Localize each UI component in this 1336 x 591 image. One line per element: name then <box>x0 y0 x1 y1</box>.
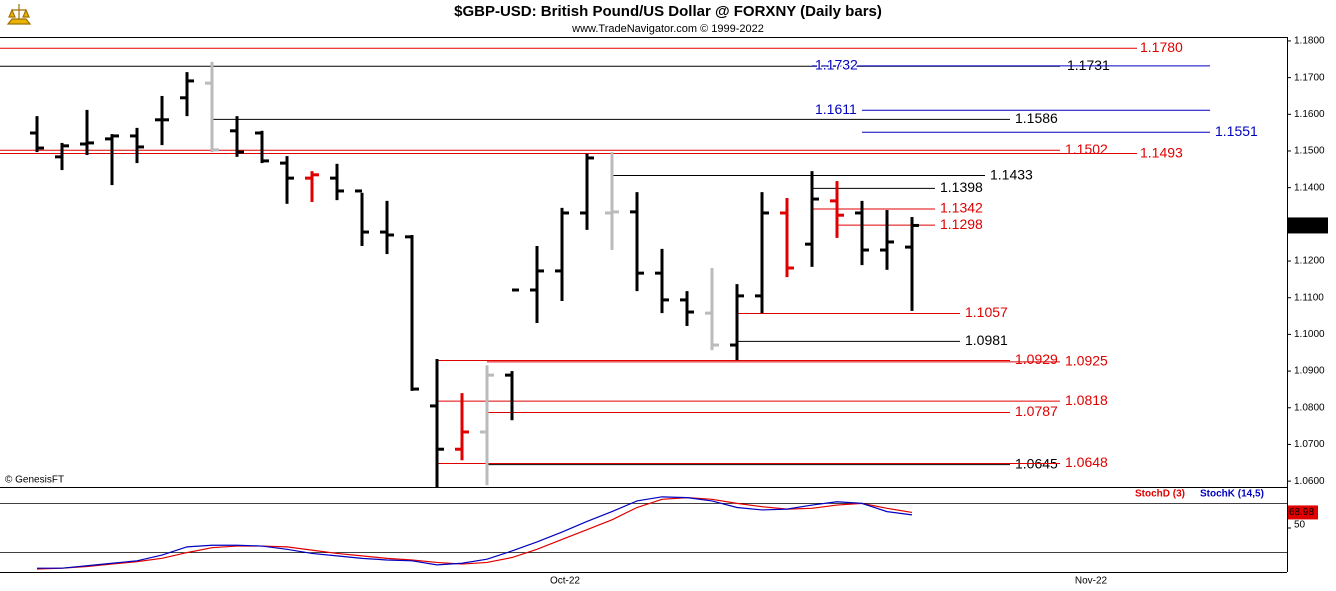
chart-title: $GBP-USD: British Pound/US Dollar @ FORX… <box>454 3 882 20</box>
legend-entry: StochK (14,5) <box>1200 489 1264 500</box>
level-label: 1.1732 <box>815 57 858 73</box>
level-label: 1.1502 <box>1065 141 1108 157</box>
level-label: 1.0925 <box>1065 353 1108 369</box>
y-tick-label: 1.1000 <box>1294 329 1325 340</box>
level-label: 1.1298 <box>940 216 983 232</box>
annotation: © GenesisFT <box>5 475 64 486</box>
level-label: 1.1398 <box>940 179 983 195</box>
y-tick-label: 1.1500 <box>1294 146 1325 157</box>
level-label: 1.1731 <box>1067 57 1110 73</box>
y-tick-label: 1.0800 <box>1294 402 1325 413</box>
last-price-box <box>1288 217 1328 234</box>
level-label: 1.1433 <box>990 166 1033 182</box>
level-label: 1.1493 <box>1140 144 1183 160</box>
y-tick-label: 50 <box>1294 520 1306 531</box>
legend-entry: StochD (3) <box>1135 489 1185 500</box>
y-tick-label: 1.1600 <box>1294 109 1325 120</box>
stoch-line <box>36 497 913 570</box>
last-value-label: 68.98 <box>1289 507 1314 518</box>
level-label: 1.0648 <box>1065 454 1108 470</box>
level-label: 1.1057 <box>965 304 1008 320</box>
y-tick-label: 1.1800 <box>1294 36 1325 47</box>
y-tick-label: 1.0600 <box>1294 476 1325 487</box>
x-tick-label: Oct-22 <box>550 576 580 587</box>
level-label: 1.1780 <box>1140 39 1183 55</box>
level-label: 1.1611 <box>815 101 857 117</box>
y-tick-label: 1.1400 <box>1294 182 1325 193</box>
y-tick-label: 1.1200 <box>1294 256 1325 267</box>
y-tick-label: 1.1100 <box>1294 292 1324 303</box>
y-tick-label: 1.0700 <box>1294 439 1325 450</box>
y-tick-label: 1.1700 <box>1294 72 1325 83</box>
level-label: 1.1342 <box>940 200 983 216</box>
x-tick-label: Nov-22 <box>1075 576 1108 587</box>
level-label: 1.0818 <box>1065 392 1108 408</box>
level-label: 1.0787 <box>1015 403 1058 419</box>
level-label: 1.1586 <box>1015 110 1058 126</box>
y-tick-label: 1.0900 <box>1294 366 1325 377</box>
level-label: 1.0929 <box>1015 351 1058 367</box>
last-value-box <box>1288 505 1318 520</box>
logo <box>6 4 32 25</box>
stoch-line <box>37 496 913 569</box>
chart-subtitle: www.TradeNavigator.com © 1999-2022 <box>571 23 764 35</box>
level-label: 1.0981 <box>965 332 1008 348</box>
level-label: 1.1551 <box>1215 123 1258 139</box>
last-price-label: 1.1297 <box>1290 220 1321 231</box>
